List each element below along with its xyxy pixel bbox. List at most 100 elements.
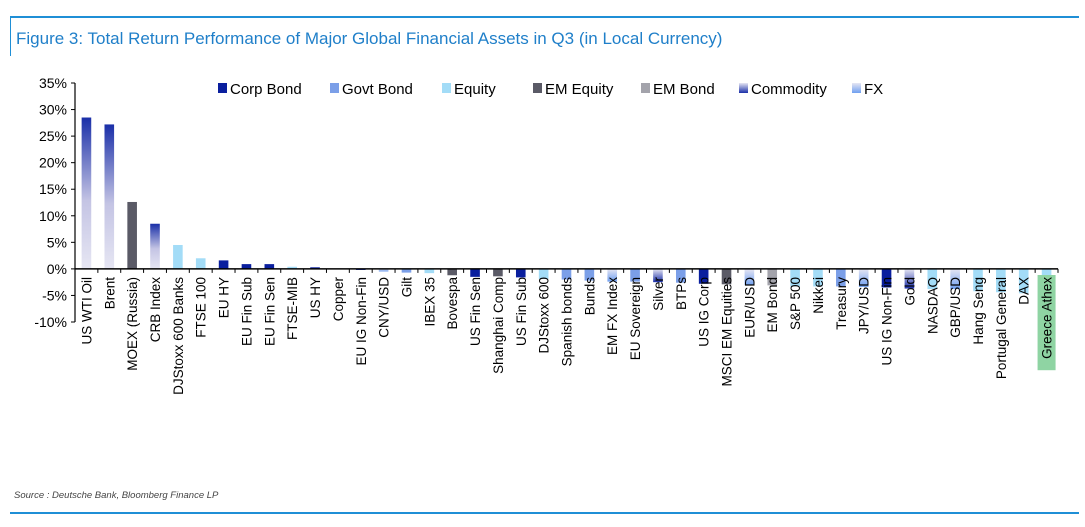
- bar: [653, 268, 663, 283]
- highlight-box: [1037, 275, 1056, 371]
- x-tick-label: EU HY: [217, 277, 232, 318]
- x-tick-label: Bunds: [582, 277, 597, 316]
- x-tick-label: FTSE 100: [194, 277, 209, 338]
- bar: [881, 268, 892, 288]
- bar: [927, 268, 938, 290]
- bar: [401, 268, 412, 273]
- y-tick-label: 30%: [39, 102, 67, 118]
- x-tick-label: Gold: [902, 277, 917, 306]
- bar: [218, 260, 229, 269]
- x-tick-label: IBEX 35: [422, 277, 437, 327]
- legend-swatch: [739, 83, 748, 93]
- bottom-border: [10, 512, 1079, 514]
- legend-label: Corp Bond: [230, 81, 302, 98]
- x-tick-label: EM Bond: [765, 277, 780, 333]
- bar: [767, 268, 778, 286]
- y-tick-label: 15%: [39, 181, 67, 197]
- y-tick-label: -5%: [42, 287, 67, 303]
- bar: [287, 266, 297, 269]
- bar: [996, 268, 1006, 293]
- y-tick-label: 10%: [39, 208, 67, 224]
- legend-label: Equity: [454, 81, 496, 98]
- bar: [104, 124, 115, 269]
- bar: [470, 268, 480, 277]
- x-tick-label: Portugal General: [994, 277, 1009, 379]
- x-tick-label: US HY: [308, 277, 323, 318]
- y-tick-label: 0%: [47, 261, 67, 277]
- x-tick-label: EU Fin Sub: [239, 277, 254, 346]
- legend-label: EM Bond: [653, 81, 715, 98]
- x-tick-label: EM FX Index: [605, 277, 620, 355]
- x-tick-label: Hang Seng: [971, 277, 986, 345]
- bar: [630, 268, 640, 282]
- bar: [744, 268, 755, 286]
- x-tick-label: US WTI Oil: [79, 277, 94, 345]
- x-tick-label: DJStoxx 600: [537, 277, 552, 354]
- bar: [493, 268, 503, 277]
- chart-title: Figure 3: Total Return Performance of Ma…: [16, 29, 723, 48]
- bar: [173, 244, 183, 269]
- bar: [607, 268, 618, 282]
- bar: [561, 268, 572, 280]
- bar: [950, 268, 960, 290]
- x-tick-label: US Fin Sen: [468, 277, 483, 346]
- x-tick-label: US IG Non-Fin: [880, 277, 895, 366]
- bar: [836, 268, 846, 287]
- bar: [447, 268, 457, 276]
- x-tick-label: EUR/USD: [742, 277, 757, 338]
- x-tick-label: JPY/USD: [857, 277, 872, 334]
- source-note: Source : Deutsche Bank, Bloomberg Financ…: [14, 490, 219, 501]
- x-tick-label: DAX: [1017, 277, 1032, 305]
- bar: [538, 268, 549, 279]
- x-tick-label: DJStoxx 600 Banks: [171, 277, 186, 395]
- x-tick-label: EU Fin Sen: [262, 277, 277, 346]
- x-tick-label: Shanghai Comp: [491, 277, 506, 374]
- bar: [584, 268, 595, 281]
- bar: [127, 201, 137, 269]
- bar: [195, 258, 206, 269]
- x-tick-label: Bovespa: [445, 277, 460, 330]
- bar: [310, 267, 320, 269]
- x-tick-label: MSCI EM Equities: [720, 277, 735, 387]
- legend-label: FX: [864, 81, 883, 98]
- y-tick-label: 35%: [39, 75, 67, 91]
- legend-swatch: [533, 83, 542, 93]
- x-tick-label: CRB Index: [148, 277, 163, 343]
- x-tick-label: Greece Athex: [1040, 277, 1055, 359]
- bar: [698, 268, 709, 284]
- x-tick-label: US Fin Sub: [514, 277, 529, 346]
- bar: [676, 268, 686, 283]
- x-tick-label: BTPs: [674, 277, 689, 310]
- x-tick-label: EU IG Non-Fin: [354, 277, 369, 366]
- bar: [150, 223, 160, 269]
- legend-label: EM Equity: [545, 81, 614, 98]
- bar: [1018, 268, 1029, 294]
- legend-label: Govt Bond: [342, 81, 413, 98]
- x-tick-label: Copper: [331, 276, 346, 321]
- bar: [264, 264, 275, 269]
- legend-swatch: [330, 83, 339, 93]
- x-tick-label: FTSE-MIB: [285, 277, 300, 340]
- bar: [721, 268, 732, 285]
- x-tick-label: MOEX (Russia): [125, 277, 140, 371]
- y-tick-label: -10%: [34, 314, 67, 330]
- legend-swatch: [442, 83, 451, 93]
- x-tick-label: Gilt: [399, 277, 414, 297]
- x-tick-label: S&P 500: [788, 277, 803, 330]
- left-border: [10, 16, 11, 56]
- top-border: [10, 16, 1079, 18]
- legend-swatch: [641, 83, 650, 93]
- x-tick-label: CNY/USD: [377, 277, 392, 338]
- x-tick-label: Spanish bonds: [560, 277, 575, 367]
- legend-label: Commodity: [751, 81, 827, 98]
- x-tick-label: Silver: [651, 277, 666, 311]
- x-tick-label: GBP/USD: [948, 277, 963, 338]
- bar: [424, 268, 435, 274]
- bar: [813, 268, 823, 287]
- y-tick-label: 25%: [39, 128, 67, 144]
- legend-swatch: [852, 83, 861, 93]
- x-tick-label: US IG Corp: [697, 277, 712, 347]
- bar: [904, 268, 915, 289]
